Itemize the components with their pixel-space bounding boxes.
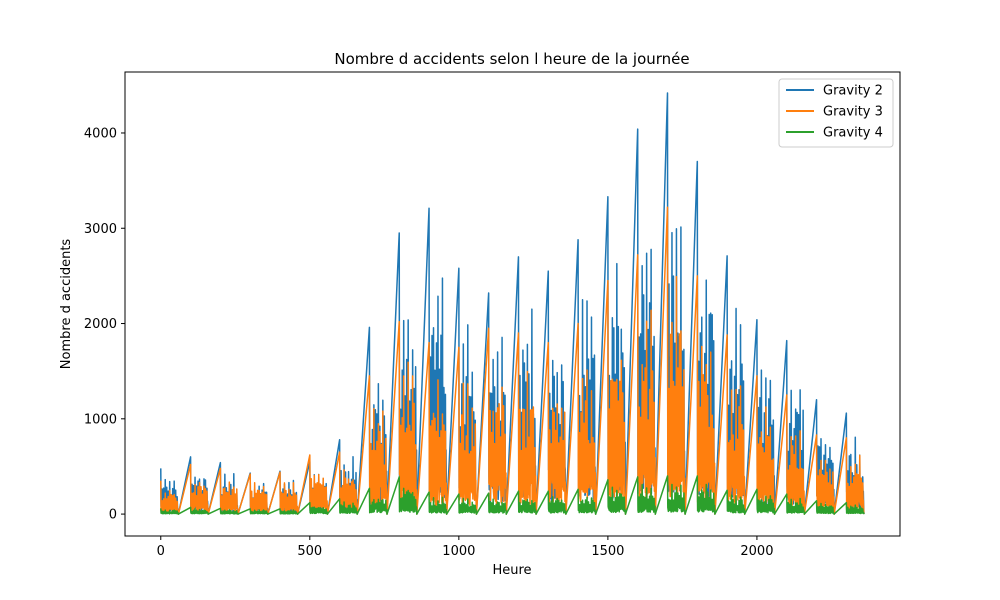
legend-label: Gravity 2 — [823, 84, 883, 99]
legend-box — [778, 78, 894, 148]
series-layer — [160, 92, 865, 515]
legend-label: Gravity 4 — [823, 126, 883, 141]
x-tick-label: 500 — [297, 544, 322, 559]
x-axis: 0 500 1000 1500 2000 — [157, 536, 773, 559]
y-axis: 0 1000 2000 3000 4000 — [84, 126, 125, 523]
y-axis-label: Nombre d accidents — [59, 239, 74, 370]
chart-title: Nombre d accidents selon l heure de la j… — [334, 50, 689, 68]
y-tick-label: 0 — [109, 508, 117, 523]
x-tick-label: 1000 — [442, 544, 475, 559]
series-line-gravity-4 — [160, 475, 865, 515]
y-tick-label: 4000 — [84, 126, 117, 141]
legend-label: Gravity 3 — [823, 105, 883, 120]
x-tick-label: 1500 — [591, 544, 624, 559]
series-line-gravity-3 — [160, 206, 865, 515]
x-axis-label: Heure — [492, 563, 531, 578]
y-tick-label: 2000 — [84, 317, 117, 332]
y-tick-label: 3000 — [84, 222, 117, 237]
x-tick-label: 2000 — [740, 544, 773, 559]
legend: Gravity 2 Gravity 3 Gravity 4 — [778, 78, 894, 148]
x-tick-label: 0 — [157, 544, 165, 559]
plot-frame — [124, 71, 901, 537]
y-tick-label: 1000 — [84, 412, 117, 427]
